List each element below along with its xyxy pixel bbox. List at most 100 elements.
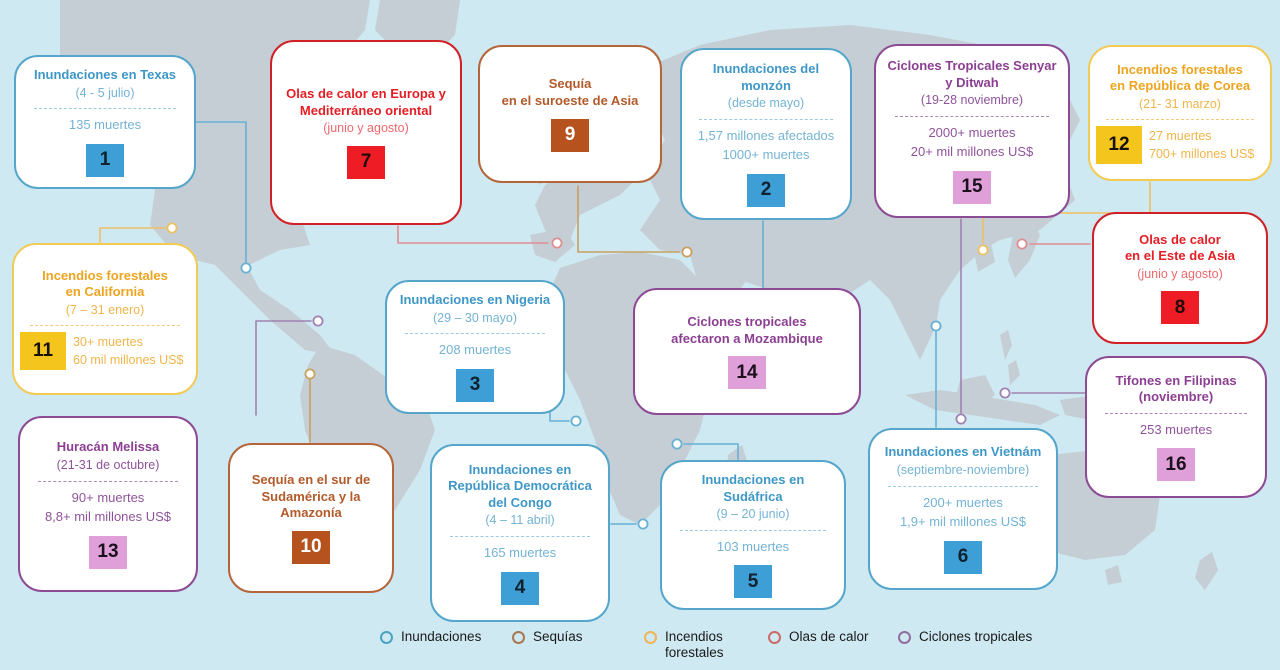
- event-body: 14: [643, 347, 851, 390]
- event-number-badge: 9: [551, 118, 589, 152]
- event-number-badge: 15: [953, 170, 991, 204]
- connector-line: [397, 225, 549, 244]
- location-marker: [637, 518, 649, 530]
- event-stats: 165 muertes: [484, 543, 556, 563]
- event-title: Inundaciones en República Democrática de…: [448, 461, 592, 510]
- separator: [33, 108, 177, 110]
- event-stat-line: 165 muertes: [483, 545, 557, 560]
- legend-label: Incendios forestales: [665, 629, 724, 661]
- event-title: Inundaciones en Nigeria: [399, 292, 551, 308]
- event-stats: 200+ muertes 1,9+ mil millones US$: [900, 493, 1026, 532]
- event-title: Inundaciones del monzón: [712, 61, 820, 93]
- event-stat-line: 135 muertes: [68, 117, 142, 133]
- event-card-3: Inundaciones en Nigeria (29 – 30 mayo) 2…: [385, 280, 565, 414]
- separator: [699, 118, 833, 120]
- legend-ring-icon: [644, 631, 657, 644]
- event-title: Inundaciones en Texas: [33, 67, 177, 82]
- separator: [679, 529, 827, 531]
- location-marker: [551, 237, 563, 249]
- legend-item: Incendios forestales: [644, 629, 724, 662]
- legend-item: Olas de calor: [768, 629, 869, 645]
- location-marker: [304, 368, 316, 380]
- event-card-8: Olas de calor en el Este de Asia (junio …: [1092, 212, 1268, 344]
- connector-line: [577, 185, 680, 253]
- event-number-badge: 6: [944, 540, 982, 574]
- event-date: (junio y agosto): [1137, 266, 1223, 281]
- event-title: Huracán Melissa: [56, 439, 160, 455]
- separator: [37, 480, 179, 482]
- legend-ring-icon: [512, 631, 525, 644]
- event-stat-line: 90+ muertes: [71, 489, 145, 505]
- event-title: Incendios forestales en California: [42, 267, 168, 300]
- legend-label: Ciclones tropicales: [919, 629, 1033, 644]
- separator: [449, 536, 591, 537]
- event-body: 90+ muertes 8,8+ mil millones US$ 13: [28, 488, 188, 569]
- legend-label: Olas de calor: [789, 629, 869, 644]
- event-card-1: Inundaciones en Texas (4 - 5 julio) 135 …: [14, 55, 196, 189]
- legend-item: Ciclones tropicales: [898, 629, 1032, 645]
- event-stat-line: 208 muertes: [438, 342, 512, 358]
- connector-lines: [99, 121, 1151, 530]
- event-stats: 1,57 millones afectados 1000+ muertes: [698, 126, 835, 165]
- separator: [894, 115, 1050, 117]
- event-stat-line: 1,9+ mil millones US$: [899, 514, 1027, 530]
- connector-line: [195, 121, 247, 263]
- event-stats: 135 muertes: [69, 115, 141, 135]
- event-body: 10: [238, 522, 384, 564]
- location-marker: [671, 438, 683, 450]
- event-card-12: Incendios forestales en República de Cor…: [1088, 45, 1272, 181]
- event-number-badge: 3: [456, 368, 494, 402]
- event-card-9: Sequía en el suroeste de Asia 9: [478, 45, 662, 183]
- location-marker: [955, 413, 967, 425]
- event-card-13: Huracán Melissa (21-31 de octubre) 90+ m…: [18, 416, 198, 592]
- event-stats: 30+ muertes 60 mil millones US$: [73, 333, 183, 371]
- event-title: Ciclones Tropicales Senyar y Ditwah: [887, 58, 1057, 90]
- connector-line: [683, 443, 739, 460]
- event-number-badge: 14: [728, 356, 766, 390]
- event-title: Inundaciones en Sudáfrica: [701, 472, 805, 504]
- event-card-6: Inundaciones en Vietnám (septiembre-novi…: [868, 428, 1058, 590]
- event-title: Ciclones tropicales afectaron a Mozambiq…: [671, 313, 823, 346]
- event-body: 1,57 millones afectados 1000+ muertes 2: [690, 126, 842, 207]
- event-body: 2000+ muertes 20+ mil millones US$ 15: [884, 123, 1060, 204]
- event-stat-line: 200+ muertes: [923, 494, 1003, 510]
- event-number-badge: 12: [1096, 126, 1142, 165]
- location-marker: [240, 262, 252, 274]
- event-body: 8: [1102, 282, 1258, 325]
- event-stat-line: 1000+ muertes: [722, 147, 810, 163]
- event-body: 7: [280, 137, 452, 179]
- event-date: (desde mayo): [727, 96, 805, 111]
- event-stat-line: 60 mil millones US$: [73, 353, 184, 368]
- event-date: (29 – 30 mayo): [432, 310, 518, 325]
- event-date: (9 – 20 junio): [716, 507, 790, 522]
- legend-item: Inundaciones: [380, 629, 481, 645]
- event-date: (21- 31 marzo): [1139, 96, 1221, 111]
- location-marker: [681, 246, 693, 258]
- tasmania: [1105, 565, 1122, 585]
- event-body: 9: [488, 110, 652, 152]
- event-stat-line: 20+ mil millones US$: [910, 144, 1034, 160]
- event-date: (septiembre-noviembre): [896, 463, 1030, 477]
- connector-line: [982, 181, 1151, 244]
- location-marker: [930, 320, 942, 332]
- event-body: 208 muertes 3: [395, 340, 555, 402]
- location-marker: [999, 387, 1011, 399]
- event-date: (21-31 de octubre): [56, 458, 160, 472]
- event-date: (4 - 5 julio): [75, 85, 135, 100]
- event-body: 27 muertes 700+ millones US$ 12: [1096, 126, 1264, 165]
- separator: [30, 325, 180, 327]
- event-stats: 90+ muertes 8,8+ mil millones US$: [45, 488, 171, 527]
- event-stat-line: 27 muertes: [1149, 128, 1212, 143]
- event-body: 135 muertes 1: [24, 115, 186, 177]
- event-number-badge: 10: [292, 530, 330, 564]
- event-card-14: Ciclones tropicales afectaron a Mozambiq…: [633, 288, 861, 415]
- event-stat-line: 103 muertes: [716, 538, 790, 554]
- indonesia: [905, 390, 1060, 425]
- event-date: (junio y agosto): [323, 121, 409, 136]
- legend-ring-icon: [898, 631, 911, 644]
- location-marker: [977, 244, 989, 256]
- event-title: Sequía en el sur de Sudamérica y la Amaz…: [251, 472, 371, 521]
- new-zealand: [1195, 552, 1218, 590]
- event-stat-line: 8,8+ mil millones US$: [44, 509, 172, 525]
